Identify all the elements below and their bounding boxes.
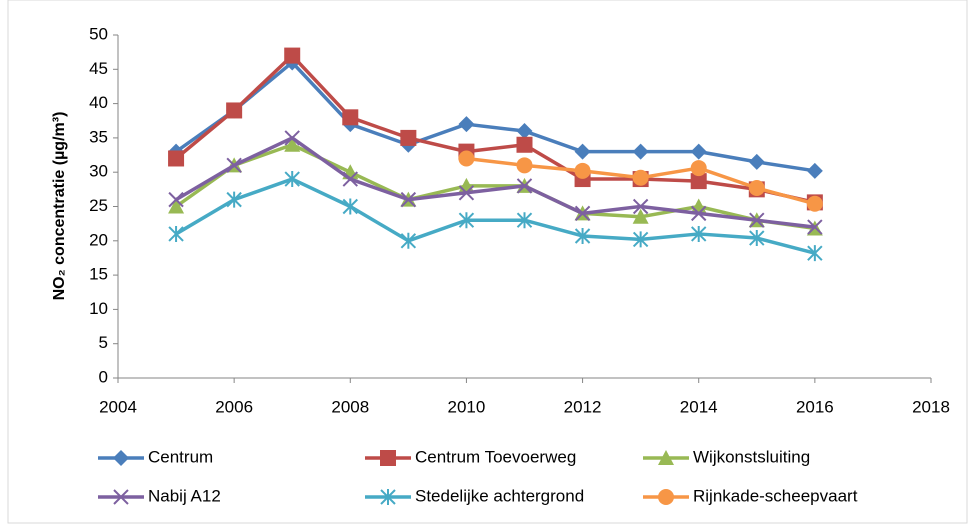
legend-item: Rijnkade-scheepvaart [643, 486, 858, 505]
legend-label: Wijkonstsluiting [693, 447, 810, 466]
legend-label: Centrum Toevoerweg [415, 447, 576, 466]
marker [400, 129, 417, 146]
marker [226, 157, 242, 174]
series-line [175, 177, 816, 255]
marker [342, 109, 359, 126]
marker [400, 232, 417, 249]
marker [574, 143, 591, 160]
marker [690, 173, 707, 190]
legend-item: Centrum [98, 447, 213, 466]
marker [807, 219, 823, 235]
marker [806, 195, 823, 212]
legend-item: Centrum Toevoerweg [365, 447, 576, 466]
marker [400, 191, 417, 208]
marker [807, 245, 823, 262]
y-tick-label: 15 [89, 265, 108, 284]
legend-label: Stedelijke achtergrond [415, 486, 584, 505]
legend-item: Nabij A12 [98, 486, 221, 505]
marker [516, 123, 533, 140]
marker [380, 450, 396, 466]
legend-item: Stedelijke achtergrond [365, 486, 584, 505]
legend-label: Nabij A12 [148, 486, 221, 505]
x-tick-label: 2012 [564, 397, 602, 416]
y-tick-label: 30 [89, 162, 108, 181]
marker [748, 179, 765, 196]
marker [516, 178, 533, 194]
legend-item: Wijkonstsluiting [643, 447, 810, 466]
marker [458, 185, 475, 201]
marker [690, 143, 707, 160]
legend-label: Centrum [148, 447, 213, 466]
series-line [175, 60, 816, 173]
y-tick-label: 10 [89, 299, 108, 318]
marker [284, 171, 300, 188]
marker [574, 227, 591, 244]
marker [168, 191, 184, 208]
marker [749, 230, 765, 247]
marker [458, 212, 475, 229]
y-tick-label: 35 [89, 127, 108, 146]
x-tick-label: 2010 [448, 397, 486, 416]
y-tick-label: 5 [99, 333, 108, 352]
series-line [175, 136, 816, 229]
marker [342, 171, 358, 187]
marker [658, 450, 674, 465]
marker [226, 191, 242, 208]
x-tick-label: 2004 [99, 397, 137, 416]
marker [632, 208, 649, 224]
marker [226, 102, 243, 119]
y-tick-label: 45 [89, 59, 108, 78]
chart-frame [7, 0, 968, 524]
marker [516, 157, 533, 174]
y-tick-label: 40 [89, 93, 108, 112]
marker [113, 489, 129, 505]
marker [691, 205, 707, 222]
marker [284, 130, 300, 146]
x-tick-label: 2018 [912, 397, 950, 416]
marker [748, 153, 765, 170]
y-axis-label: NO₂ concentratie (µg/m³) [51, 112, 68, 301]
marker [168, 225, 184, 242]
marker [632, 231, 649, 248]
series-line [174, 53, 816, 205]
marker [632, 169, 649, 186]
marker [574, 205, 591, 222]
x-tick-label: 2008 [331, 397, 369, 416]
marker [342, 198, 358, 215]
marker [516, 136, 533, 153]
marker [574, 162, 591, 179]
marker [168, 150, 185, 167]
x-tick-label: 2006 [215, 397, 253, 416]
marker [284, 47, 301, 64]
x-tick-label: 2016 [796, 397, 834, 416]
marker [458, 116, 475, 133]
series-line [175, 143, 816, 231]
marker [690, 160, 707, 177]
marker [516, 212, 533, 229]
marker [749, 212, 765, 228]
marker [284, 136, 301, 152]
marker [380, 489, 396, 505]
y-tick-label: 0 [99, 367, 108, 386]
marker [806, 162, 823, 179]
y-tick-label: 20 [89, 230, 108, 249]
marker [113, 450, 129, 466]
x-tick-label: 2014 [680, 397, 718, 416]
marker [658, 489, 674, 505]
marker [458, 150, 475, 167]
marker [632, 198, 649, 215]
legend-label: Rijnkade-scheepvaart [693, 486, 858, 505]
marker [168, 198, 185, 214]
y-tick-label: 25 [89, 196, 108, 215]
marker [632, 143, 649, 160]
y-tick-label: 50 [89, 24, 108, 43]
marker [691, 225, 707, 242]
